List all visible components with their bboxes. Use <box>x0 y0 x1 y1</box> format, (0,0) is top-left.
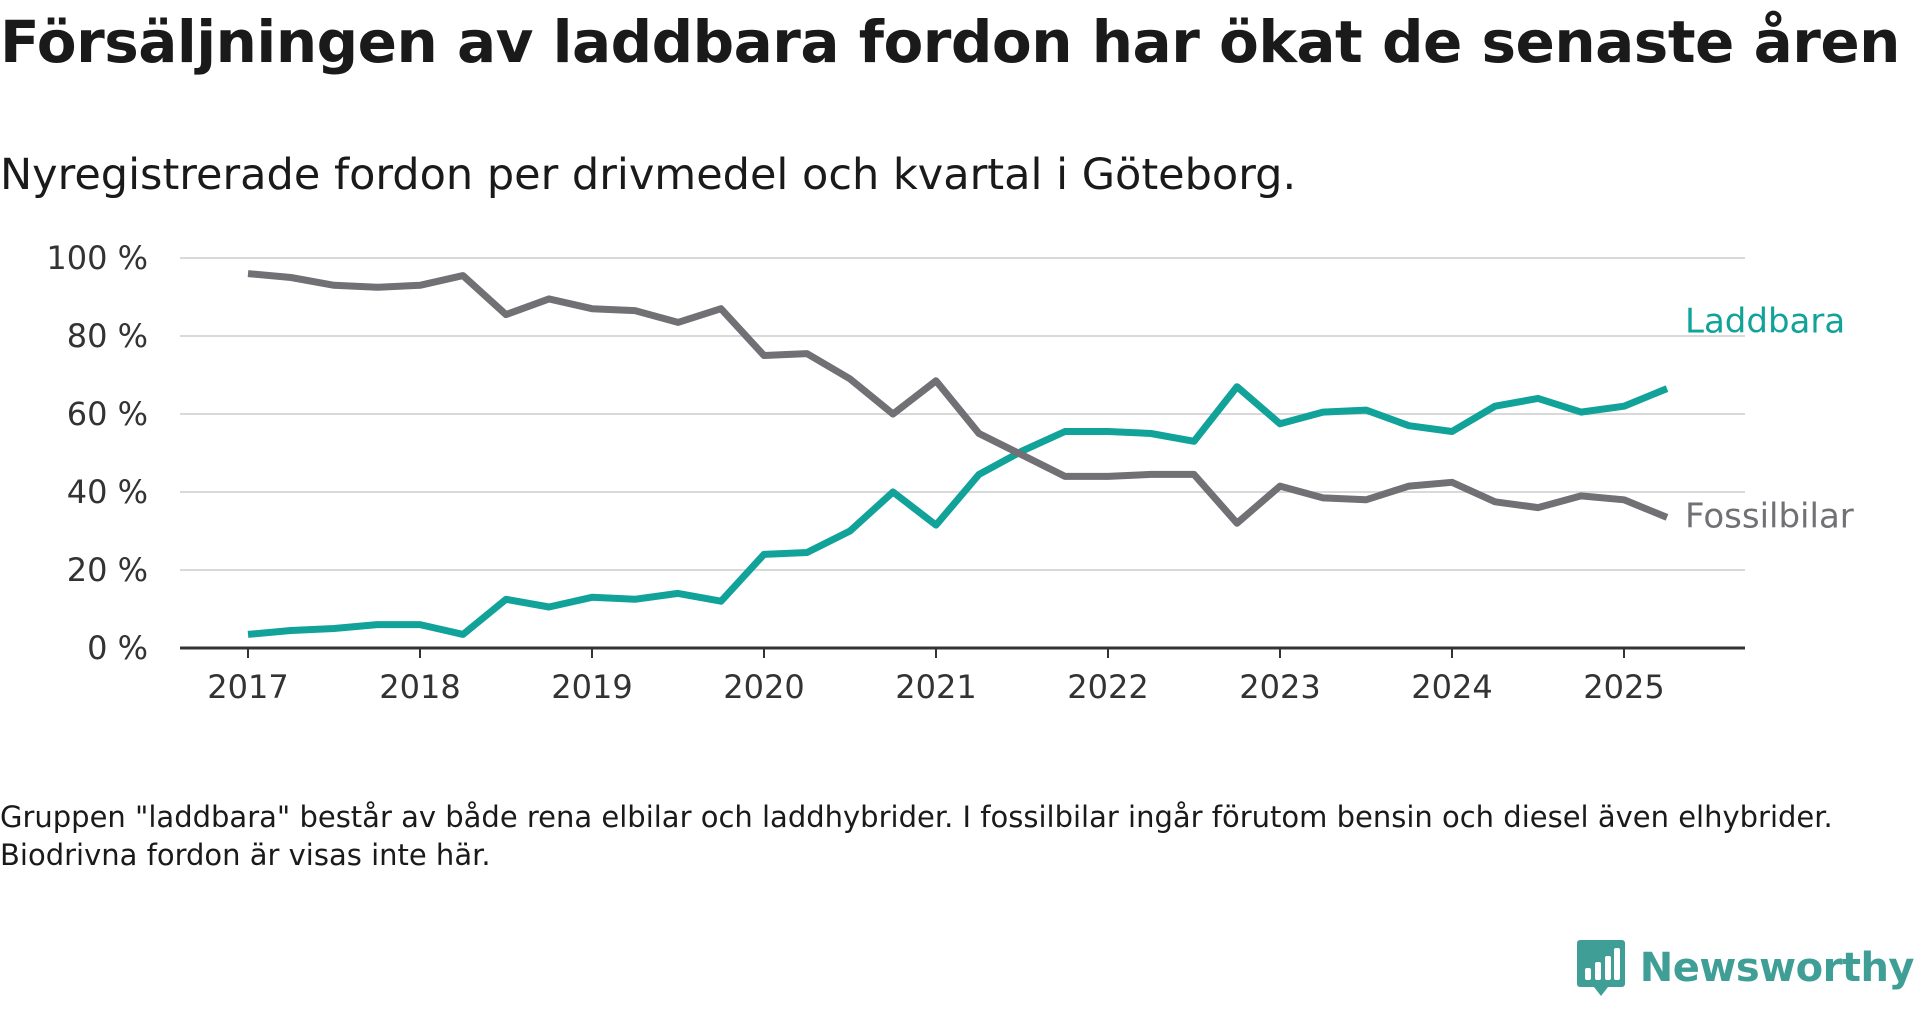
y-tick-label: 40 % <box>67 473 148 511</box>
series-label: Fossilbilar <box>1685 496 1854 536</box>
newsworthy-logo-icon <box>1576 940 1625 996</box>
x-tick-label: 2025 <box>1583 668 1664 706</box>
x-tick-label: 2020 <box>723 668 804 706</box>
x-tick-label: 2023 <box>1239 668 1320 706</box>
chart-title: Försäljningen av laddbara fordon har öka… <box>0 8 1900 76</box>
x-tick-label: 2024 <box>1411 668 1492 706</box>
series-label: Laddbara <box>1685 302 1845 342</box>
y-tick-label: 60 % <box>67 395 148 433</box>
y-tick-label: 80 % <box>67 317 148 355</box>
x-tick-label: 2018 <box>379 668 460 706</box>
x-tick-label: 2019 <box>551 668 632 706</box>
x-tick-label: 2021 <box>895 668 976 706</box>
brand-logo: Newsworthy <box>1576 938 1915 998</box>
x-tick-label: 2022 <box>1067 668 1148 706</box>
footnote: Gruppen "laddbara" består av både rena e… <box>0 800 1833 872</box>
chart-subtitle: Nyregistrerade fordon per drivmedel och … <box>0 150 1297 200</box>
x-tick-label: 2017 <box>207 668 288 706</box>
series-line-laddbara <box>247 383 1669 638</box>
y-tick-label: 20 % <box>67 551 148 589</box>
brand-name: Newsworthy <box>1639 945 1915 991</box>
y-tick-label: 0 % <box>87 629 148 667</box>
series-line-fossilbilar <box>247 270 1669 527</box>
line-chart: 0 % 20 % 40 % 60 % 80 % 100 % 2017 2018 2019 2020… <box>46 239 1854 706</box>
y-tick-label: 100 % <box>46 239 148 277</box>
